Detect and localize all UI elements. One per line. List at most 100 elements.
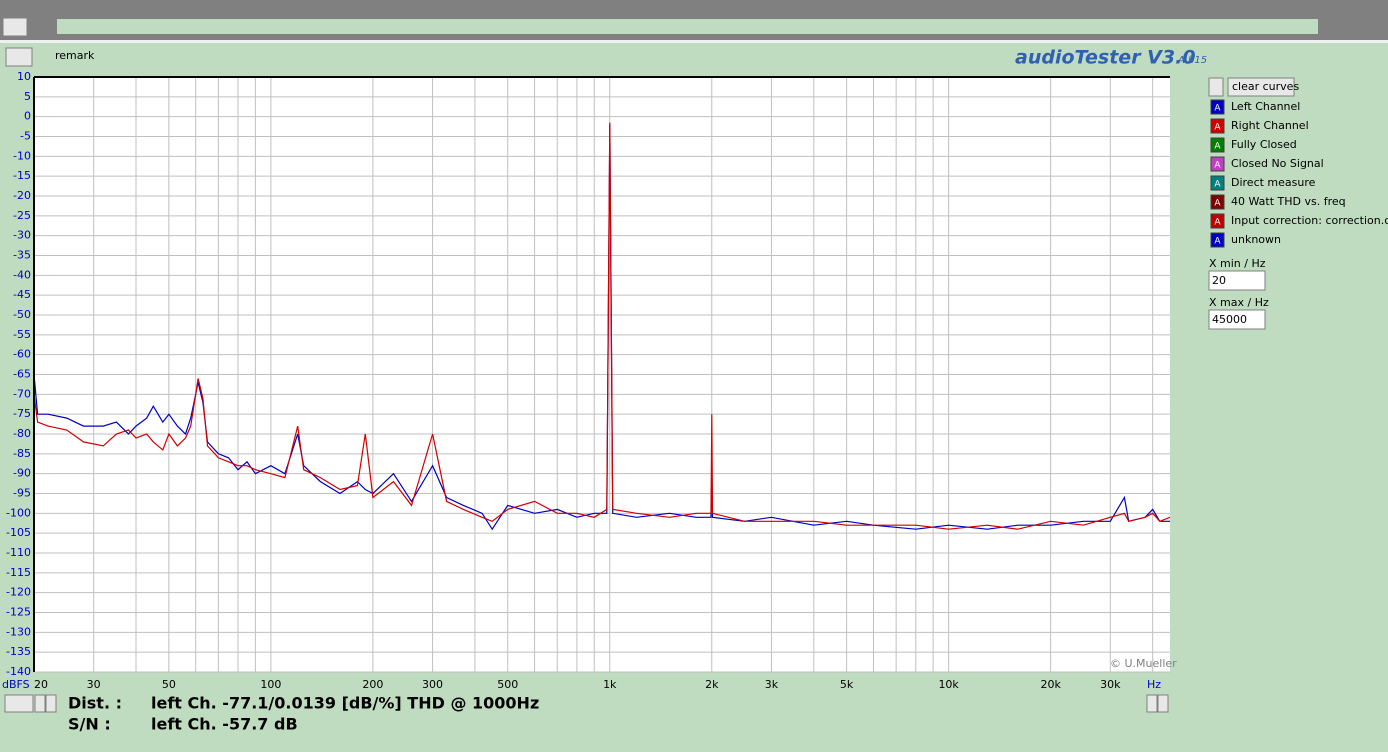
- y-tick-label: -5: [20, 130, 31, 143]
- scroll-right[interactable]: [1157, 694, 1169, 713]
- y-tick-label: -55: [13, 328, 31, 341]
- separator: [0, 40, 1388, 43]
- legend: A Left Channel A Right Channel A Fully Closed…: [1210, 99, 1388, 248]
- legend-label: Right Channel: [1231, 119, 1309, 132]
- y-tick-label: -95: [13, 487, 31, 500]
- y-tick-label: -115: [6, 566, 31, 579]
- y-tick-label: -10: [13, 149, 31, 162]
- scroll-left[interactable]: [1146, 694, 1158, 713]
- x-tick-label: 10k: [938, 678, 959, 691]
- legend-label: Left Channel: [1231, 100, 1300, 113]
- y-tick-label: -20: [13, 189, 31, 202]
- sn-value: left Ch. -57.7 dB: [151, 715, 298, 734]
- y-tick-label: 0: [24, 110, 31, 123]
- scroll-left[interactable]: [34, 694, 46, 713]
- dist-value: left Ch. -77.1/0.0139 [dB/%] THD @ 1000H…: [151, 694, 539, 713]
- y-tick-label: -30: [13, 229, 31, 242]
- legend-icon-letter: A: [1214, 142, 1221, 152]
- grid: [34, 76, 1170, 673]
- xmax-label: X max / Hz: [1209, 296, 1269, 309]
- legend-label: 40 Watt THD vs. freq: [1231, 195, 1346, 208]
- legend-icon[interactable]: [1210, 232, 1225, 248]
- x-tick-label: 200: [362, 678, 383, 691]
- legend-icon[interactable]: [1210, 118, 1225, 134]
- spinner[interactable]: [5, 47, 33, 67]
- legend-icon[interactable]: [1210, 137, 1225, 153]
- spinner[interactable]: [1208, 77, 1224, 97]
- xmin-label: X min / Hz: [1209, 257, 1266, 270]
- x-unit: Hz: [1147, 678, 1161, 691]
- legend-icon-letter: A: [1214, 161, 1221, 171]
- clear-button-label: clear curves: [1232, 80, 1299, 93]
- x-tick-label: 30k: [1100, 678, 1121, 691]
- clear-button[interactable]: [1227, 77, 1295, 97]
- y-tick-label: -70: [13, 387, 31, 400]
- y-tick-label: -35: [13, 249, 31, 262]
- scroll-right[interactable]: [45, 694, 57, 713]
- curve: [33, 124, 1170, 531]
- legend-icon-letter: A: [1214, 123, 1221, 133]
- spinner[interactable]: [2, 17, 28, 37]
- y-tick-label: -135: [6, 645, 31, 658]
- y-tick-label: 10: [17, 70, 31, 83]
- progress-bar: [57, 19, 1318, 34]
- legend-icon-letter: A: [1214, 180, 1221, 190]
- legend-label: Fully Closed: [1231, 138, 1297, 151]
- legend-icon[interactable]: [1210, 99, 1225, 115]
- legend-icon[interactable]: [1210, 213, 1225, 229]
- remark: remark: [55, 49, 95, 62]
- xmax-value: 45000: [1212, 313, 1247, 326]
- y-tick-label: -100: [6, 506, 31, 519]
- app-version: A b15: [1177, 55, 1207, 66]
- legend-icon-letter: A: [1214, 218, 1221, 228]
- y-tick-label: -90: [13, 467, 31, 480]
- legend-label: Closed No Signal: [1231, 157, 1324, 170]
- y-tick-label: -85: [13, 447, 31, 460]
- spinner[interactable]: [4, 694, 34, 713]
- x-tick-label: 5k: [840, 678, 854, 691]
- x-tick-label: 20: [34, 678, 48, 691]
- copyright: © U.Mueller: [1110, 657, 1177, 670]
- y-tick-label: -45: [13, 288, 31, 301]
- y-tick-label: -110: [6, 546, 31, 559]
- x-tick-label: 2k: [705, 678, 719, 691]
- xmax-input[interactable]: [1208, 309, 1266, 330]
- x-tick-label: 50: [162, 678, 176, 691]
- y-tick-label: -120: [6, 586, 31, 599]
- y-tick-label: -75: [13, 407, 31, 420]
- y-tick-label: -60: [13, 348, 31, 361]
- legend-icon[interactable]: [1210, 175, 1225, 191]
- y-tick-label: -25: [13, 209, 31, 222]
- dist-label: Dist. :: [68, 694, 122, 713]
- x-tick-label: 300: [422, 678, 443, 691]
- sn-label: S/N :: [68, 715, 111, 734]
- app-title: audioTester V3.0: [1015, 47, 1196, 69]
- legend-icon[interactable]: [1210, 194, 1225, 210]
- y-tick-label: -65: [13, 368, 31, 381]
- curves: [33, 122, 1171, 531]
- y-tick-label: -50: [13, 308, 31, 321]
- xmin-input[interactable]: [1208, 270, 1266, 291]
- x-tick-label: 30: [87, 678, 101, 691]
- xmin-value: 20: [1212, 274, 1226, 287]
- legend-icon-letter: A: [1214, 237, 1221, 247]
- y-tick-label: -140: [6, 665, 31, 678]
- legend-icon[interactable]: [1210, 156, 1225, 172]
- y-tick-label: -130: [6, 625, 31, 638]
- legend-icon-letter: A: [1214, 104, 1221, 114]
- x-tick-label: 3k: [765, 678, 779, 691]
- legend-label: Direct measure: [1231, 176, 1316, 189]
- legend-icon-letter: A: [1214, 199, 1221, 209]
- legend-label: unknown: [1231, 233, 1281, 246]
- curve: [33, 122, 1171, 530]
- x-tick-label: 1k: [603, 678, 617, 691]
- x-tick-label: 100: [260, 678, 281, 691]
- y-unit: dBFS: [2, 678, 30, 691]
- y-tick-label: -80: [13, 427, 31, 440]
- legend-label: Input correction: correction.cor: [1231, 214, 1388, 227]
- y-tick-label: 5: [24, 90, 31, 103]
- y-tick-label: -15: [13, 169, 31, 182]
- x-tick-label: 500: [497, 678, 518, 691]
